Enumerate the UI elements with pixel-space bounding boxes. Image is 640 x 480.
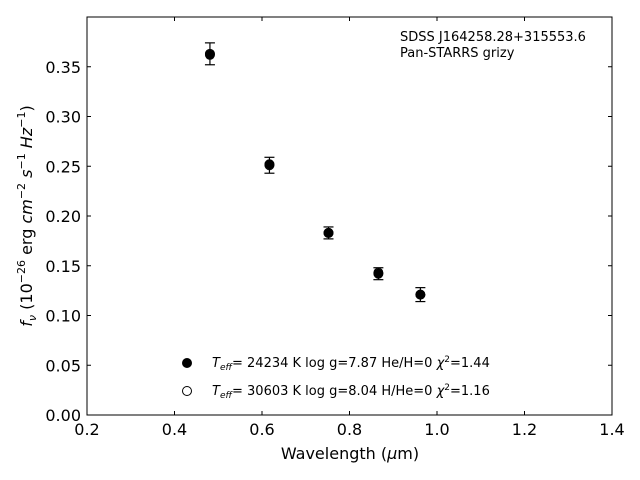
legend-marker-filled — [182, 358, 192, 368]
y-tick-label: 0.10 — [45, 307, 81, 326]
x-tick-label: 1.2 — [512, 420, 537, 439]
y-tick-label: 0.15 — [45, 257, 81, 276]
legend-marker-open — [182, 386, 192, 396]
legend-label-model-1: Teff= 24234 K log g=7.87 He/H=0 χ2=1.44 — [212, 355, 490, 373]
y-tick-label: 0.05 — [45, 356, 81, 375]
y-tick-label: 0.35 — [45, 58, 81, 77]
y-tick-label: 0.00 — [45, 406, 81, 425]
x-tick-label: 1.0 — [424, 420, 449, 439]
x-tick-label: 0.6 — [249, 420, 274, 439]
y-tick-label: 0.20 — [45, 207, 81, 226]
y-tick-label: 0.30 — [45, 108, 81, 127]
y-axis-label: fν (10−26 erg cm−2 s−1 Hz−1) — [15, 105, 39, 326]
y-tick-label: 0.25 — [45, 157, 81, 176]
x-tick-label: 0.2 — [74, 420, 99, 439]
y-axis-ticks: 0.00 0.05 0.10 0.15 0.20 0.25 0.30 0.35 — [45, 58, 612, 425]
x-tick-label: 1.4 — [599, 420, 624, 439]
annotation-object-name: SDSS J164258.28+315553.6 — [400, 30, 586, 45]
plot-area — [86, 16, 613, 416]
data-layer — [204, 42, 426, 303]
x-tick-label: 0.8 — [337, 420, 362, 439]
x-tick-label: 0.4 — [162, 420, 187, 439]
annotation-survey: Pan-STARRS grizy — [400, 46, 515, 61]
legend-label-model-2: Teff= 30603 K log g=8.04 H/He=0 χ2=1.16 — [212, 383, 490, 401]
x-axis-ticks: 0.2 0.4 0.6 0.8 1.0 1.2 1.4 — [74, 17, 625, 439]
x-axis-label: Wavelength (μm) — [281, 444, 419, 463]
legend: Teff= 24234 K log g=7.87 He/H=0 χ2=1.44 … — [182, 355, 490, 401]
